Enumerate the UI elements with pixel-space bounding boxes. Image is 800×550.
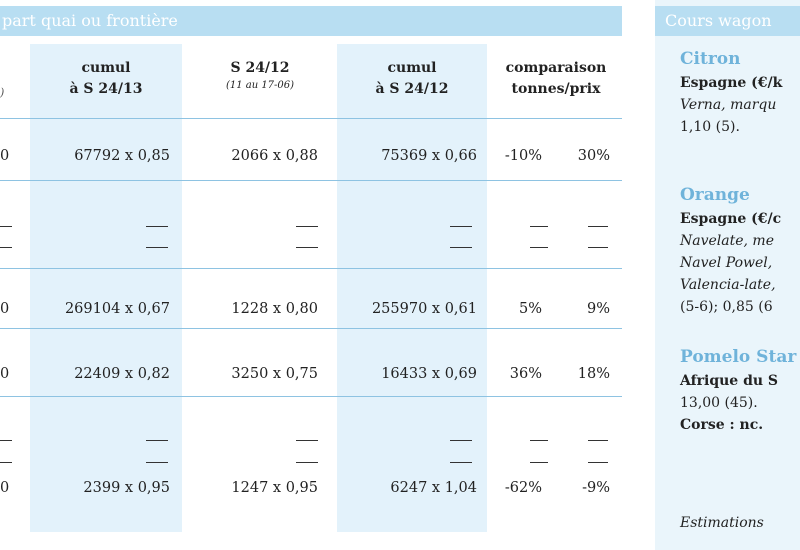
- partial-header-glyph: ): [0, 86, 5, 99]
- row-separator: [0, 268, 622, 269]
- corse-line: Corse : nc.: [680, 417, 764, 433]
- column-header-week-2012: S 24/12 (11 au 17-06): [225, 60, 295, 91]
- fruit-heading-orange: Orange: [680, 185, 750, 205]
- cell-partial: 0: [0, 148, 10, 164]
- cell-compare-prix: -9%: [582, 480, 610, 496]
- cell-partial: 0: [0, 480, 10, 496]
- cell-compare-prix: 9%: [586, 301, 610, 317]
- left-panel-header: part quai ou frontière: [0, 6, 622, 36]
- origin-label: Espagne (€/k: [680, 75, 783, 91]
- right-panel-background: [655, 0, 800, 550]
- cell-cumul-2012: 16433 x 0,69: [381, 366, 477, 382]
- fruit-heading-citron: Citron: [680, 49, 741, 69]
- row-separator: [0, 328, 622, 329]
- origin-label: Afrique du S: [680, 373, 779, 389]
- cell-cumul-2012: 6247 x 1,04: [390, 480, 477, 496]
- cell-cumul-2013: 2399 x 0,95: [83, 480, 170, 496]
- price-line: 13,00 (45).: [680, 395, 758, 411]
- footer-note: Estimations: [680, 515, 764, 531]
- origin-label: Espagne (€/c: [680, 211, 782, 227]
- right-panel-title: Cours wagon: [665, 11, 772, 30]
- cell-week-2012: 3250 x 0,75: [231, 366, 318, 382]
- cell-compare-prix: 30%: [577, 148, 610, 164]
- right-panel-header: Cours wagon: [655, 6, 800, 36]
- cell-compare-tonnes: -62%: [504, 480, 542, 496]
- cell-week-2012: 1247 x 0,95: [231, 480, 318, 496]
- variety-line: Verna, marqu: [680, 97, 777, 113]
- column-header-comparaison: comparaison tonnes/prix: [505, 60, 607, 97]
- cell-cumul-2012: 255970 x 0,61: [371, 301, 477, 317]
- cell-compare-tonnes: 36%: [509, 366, 542, 382]
- price-line: (5-6); 0,85 (6: [680, 299, 773, 315]
- cell-partial: 0: [0, 366, 10, 382]
- left-panel-title: part quai ou frontière: [2, 11, 178, 30]
- shaded-column-cumul-2013: [30, 44, 182, 532]
- column-header-cumul-2012: cumul à S 24/12: [375, 60, 449, 97]
- cell-compare-tonnes: -10%: [504, 148, 542, 164]
- cell-cumul-2012: 75369 x 0,66: [381, 148, 477, 164]
- cell-partial: 0: [0, 301, 10, 317]
- row-separator: [0, 118, 622, 119]
- cell-compare-prix: 18%: [577, 366, 610, 382]
- column-header-cumul-2013: cumul à S 24/13: [69, 60, 143, 97]
- cell-week-2012: 1228 x 0,80: [231, 301, 318, 317]
- variety-line: Navel Powel,: [680, 255, 773, 271]
- variety-line: Valencia-late,: [680, 277, 776, 293]
- cell-compare-tonnes: 5%: [518, 301, 542, 317]
- shaded-column-cumul-2012: [337, 44, 487, 532]
- cell-cumul-2013: 269104 x 0,67: [64, 301, 170, 317]
- cell-cumul-2013: 22409 x 0,82: [74, 366, 170, 382]
- row-separator: [0, 180, 622, 181]
- variety-line: Navelate, me: [680, 233, 774, 249]
- cell-cumul-2013: 67792 x 0,85: [74, 148, 170, 164]
- row-separator: [0, 396, 622, 397]
- price-line: 1,10 (5).: [680, 119, 740, 135]
- fruit-heading-pomelo: Pomelo Star: [680, 347, 797, 367]
- cell-week-2012: 2066 x 0,88: [231, 148, 318, 164]
